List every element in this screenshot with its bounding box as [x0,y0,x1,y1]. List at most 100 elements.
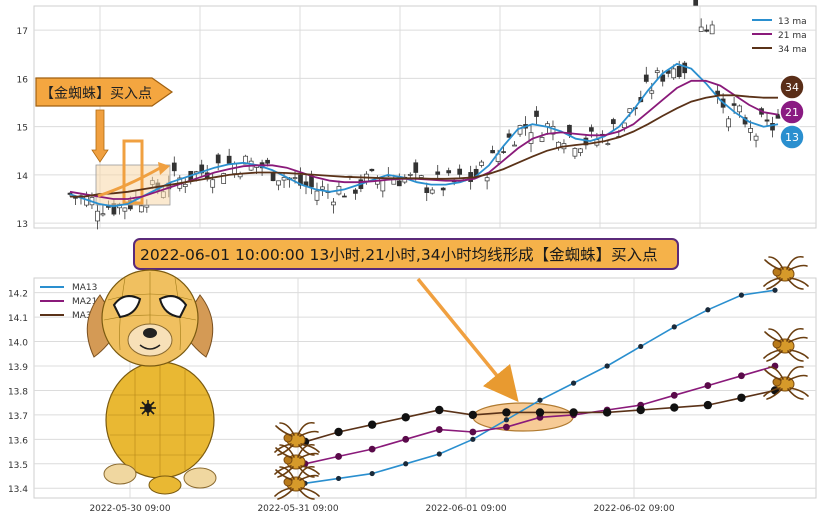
candle-body [369,168,375,172]
bottom-y-tick: 13.4 [8,485,28,495]
candle-body [265,159,270,164]
point-MA13 [403,461,409,467]
candle-body [484,177,490,182]
bottom-x-tick: 2022-05-31 09:00 [257,504,338,514]
top-y-tick: 14 [17,172,29,182]
bottom-y-tick: 13.9 [8,363,28,373]
badge-13-label: 13 [785,131,799,144]
banner: 2022-06-01 10:00:00 13小时,21小时,34小时均线形成【金… [133,238,679,270]
candle-body [270,172,276,182]
top-y-tick: 16 [17,75,29,85]
point-MA21 [435,426,443,433]
point-MA13 [738,292,745,298]
candle-body [748,128,753,133]
badge-13 [779,124,805,150]
legend-label-MA13: MA13 [72,283,97,293]
crossover-highlight [472,402,574,432]
candle-body [698,26,704,32]
candle-body [621,122,627,129]
candle-body [572,148,578,157]
candle-body [440,187,446,191]
top-y-axis: 13 14 15 16 17 [17,27,29,230]
legend-label-34: 34 ma [778,45,807,55]
candle-body [226,155,232,164]
point-MA34 [569,408,578,417]
point-MA13 [604,363,610,369]
point-MA21 [368,445,376,453]
curved-arrow-icon [97,166,161,198]
point-MA21 [670,391,678,399]
candle-body [353,189,358,194]
candle-body [589,127,594,132]
candle-body [534,110,539,117]
legend-label-MA34: MA34 [72,311,98,321]
ma-badges: 34 21 13 [779,74,805,150]
candle-body [610,119,616,125]
candle-body [380,180,386,192]
bottom-x-tick: 2022-06-01 09:00 [425,504,506,514]
point-MA34 [367,420,377,429]
legend-label-MA21: MA21 [72,297,97,307]
bottom-y-tick: 13.7 [8,412,28,422]
bottom-y-tick: 13.5 [8,461,28,471]
bottom-x-axis: 2022-05-30 09:00 2022-05-31 09:00 2022-06-… [89,504,674,514]
candle-body [709,24,715,35]
buy-candle-highlight [122,139,144,205]
point-MA13 [772,287,778,293]
top-y-tick: 13 [17,220,28,230]
candle-body [649,90,655,94]
candle-body [138,205,144,213]
candle-body [144,204,150,208]
point-MA13 [335,475,342,482]
candle-body [764,119,770,122]
candle-body [539,137,545,142]
bottom-ma-lines [300,287,780,486]
point-MA34 [737,393,746,402]
candle-body [418,175,424,178]
badge-34 [779,74,805,100]
point-MA13 [503,417,510,423]
point-MA13 [638,343,644,350]
candle-body [424,187,430,193]
point-MA13 [705,307,711,313]
point-MA13 [369,470,375,477]
candle-body [215,154,221,164]
candle-body [770,123,775,131]
candle-body [342,195,347,198]
legend-label-13: 13 ma [778,17,807,27]
point-MA13 [537,397,543,403]
buy-point-callout: 【金蜘蛛】买入点 [35,77,174,198]
point-MA21 [335,453,342,460]
banner-box [133,238,679,270]
ma-line-13-ma [69,62,779,208]
dog-mascot-icon [86,269,217,495]
point-MA13 [470,436,476,442]
candle-body [578,148,583,153]
down-arrow-icon [91,109,109,163]
point-MA34 [468,410,478,420]
point-MA34 [703,400,713,410]
candle-body [309,175,314,188]
bottom-y-axis: 13.4 13.5 13.6 13.7 13.8 13.9 14.0 14.1 14.2 [8,290,28,496]
point-MA21 [704,382,712,389]
candle-body [517,125,523,135]
point-MA21 [402,435,410,443]
point-MA13 [570,380,577,386]
point-MA34 [602,408,612,417]
banner-text: 2022-06-01 10:00:00 13小时,21小时,34小时均线形成【金… [140,246,658,264]
candle-body [100,213,106,216]
candle-body [704,29,710,32]
bottom-legend: MA13 MA21 MA34 [40,283,98,321]
candle-body [221,173,227,184]
bottom-y-tick: 14.2 [8,290,28,300]
top-ma-lines [69,62,779,208]
point-MA34 [535,408,545,417]
candle-body [479,161,484,166]
candle-body [731,103,737,106]
bottom-y-tick: 13.6 [8,436,28,446]
point-MA13 [671,324,677,330]
candle-body [281,177,287,181]
candle-body [490,150,495,154]
candle-body [171,162,177,172]
